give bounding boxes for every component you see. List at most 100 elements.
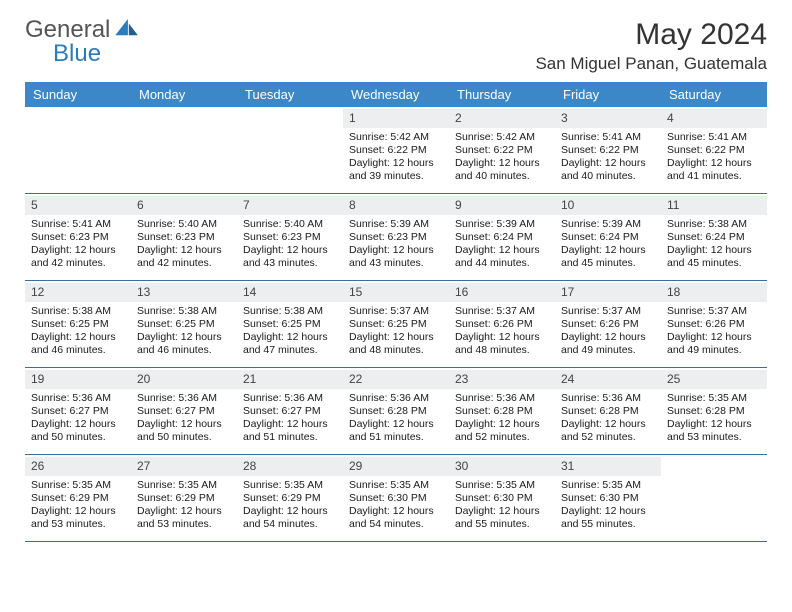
day-cell: 3 Sunrise: 5:41 AMSunset: 6:22 PMDaylight… [555, 107, 661, 193]
day-info: Sunrise: 5:35 AMSunset: 6:29 PMDaylight:… [135, 479, 233, 532]
day-info: Sunrise: 5:41 AMSunset: 6:23 PMDaylight:… [29, 218, 127, 271]
week-row: 5 Sunrise: 5:41 AMSunset: 6:23 PMDaylight… [25, 194, 767, 281]
day-info: Sunrise: 5:38 AMSunset: 6:25 PMDaylight:… [135, 305, 233, 358]
day-cell: 19 Sunrise: 5:36 AMSunset: 6:27 PMDayligh… [25, 368, 131, 454]
day-info: Sunrise: 5:38 AMSunset: 6:25 PMDaylight:… [29, 305, 127, 358]
week-row: ...1Sunrise: 5:42 AMSunset: 6:22 PMDayli… [25, 107, 767, 194]
day-number: 30 [449, 457, 555, 476]
day-cell: 22 Sunrise: 5:36 AMSunset: 6:28 PMDayligh… [343, 368, 449, 454]
day-number: 16 [449, 283, 555, 302]
day-cell: 15Sunrise: 5:37 AMSunset: 6:25 PMDayligh… [343, 281, 449, 367]
day-info: Sunrise: 5:37 AMSunset: 6:26 PMDaylight:… [559, 305, 657, 358]
day-number: 7 [237, 196, 343, 215]
day-number: 11 [661, 196, 767, 215]
day-cell: 30Sunrise: 5:35 AMSunset: 6:30 PMDayligh… [449, 455, 555, 541]
logo: GeneralBlue [25, 18, 140, 66]
title-block: May 2024 San Miguel Panan, Guatemala [535, 18, 767, 74]
day-info: Sunrise: 5:41 AMSunset: 6:22 PMDaylight:… [559, 131, 657, 184]
day-header-cell: Tuesday [237, 82, 343, 107]
page-header: GeneralBlue May 2024 San Miguel Panan, G… [25, 18, 767, 74]
day-info: Sunrise: 5:36 AMSunset: 6:27 PMDaylight:… [241, 392, 339, 445]
day-header-cell: Sunday [25, 82, 131, 107]
day-cell: 11 Sunrise: 5:38 AMSunset: 6:24 PMDayligh… [661, 194, 767, 280]
day-number: 6 [131, 196, 237, 215]
day-header-cell: Thursday [449, 82, 555, 107]
day-info: Sunrise: 5:35 AMSunset: 6:29 PMDaylight:… [241, 479, 339, 532]
day-number: 17 [555, 283, 661, 302]
day-info: Sunrise: 5:36 AMSunset: 6:28 PMDaylight:… [559, 392, 657, 445]
day-number: 28 [237, 457, 343, 476]
day-cell: 25 Sunrise: 5:35 AMSunset: 6:28 PMDayligh… [661, 368, 767, 454]
empty-cell: . [237, 107, 343, 193]
day-cell: 26 Sunrise: 5:35 AMSunset: 6:29 PMDayligh… [25, 455, 131, 541]
week-row: 12Sunrise: 5:38 AMSunset: 6:25 PMDayligh… [25, 281, 767, 368]
day-number: 12 [25, 283, 131, 302]
day-info: Sunrise: 5:36 AMSunset: 6:28 PMDaylight:… [347, 392, 445, 445]
day-info: Sunrise: 5:39 AMSunset: 6:24 PMDaylight:… [559, 218, 657, 271]
day-cell: 28 Sunrise: 5:35 AMSunset: 6:29 PMDayligh… [237, 455, 343, 541]
day-number: 25 [661, 370, 767, 389]
day-number: 18 [661, 283, 767, 302]
day-cell: 31 Sunrise: 5:35 AMSunset: 6:30 PMDayligh… [555, 455, 661, 541]
day-info: Sunrise: 5:36 AMSunset: 6:27 PMDaylight:… [135, 392, 233, 445]
day-number: 20 [131, 370, 237, 389]
day-info: Sunrise: 5:35 AMSunset: 6:30 PMDaylight:… [559, 479, 657, 532]
empty-cell: . [131, 107, 237, 193]
day-number: 31 [555, 457, 661, 476]
location: San Miguel Panan, Guatemala [535, 54, 767, 74]
day-cell: 2 Sunrise: 5:42 AMSunset: 6:22 PMDaylight… [449, 107, 555, 193]
day-number: 24 [555, 370, 661, 389]
day-info: Sunrise: 5:41 AMSunset: 6:22 PMDaylight:… [665, 131, 763, 184]
day-header-row: SundayMondayTuesdayWednesdayThursdayFrid… [25, 82, 767, 107]
day-cell: 20 Sunrise: 5:36 AMSunset: 6:27 PMDayligh… [131, 368, 237, 454]
day-cell: 9Sunrise: 5:39 AMSunset: 6:24 PMDaylight… [449, 194, 555, 280]
day-info: Sunrise: 5:38 AMSunset: 6:25 PMDaylight:… [241, 305, 339, 358]
day-number: 8 [343, 196, 449, 215]
calendar: SundayMondayTuesdayWednesdayThursdayFrid… [25, 82, 767, 542]
day-number: 19 [25, 370, 131, 389]
day-number: 26 [25, 457, 131, 476]
day-header-cell: Monday [131, 82, 237, 107]
logo-text-2: Blue [53, 40, 101, 67]
day-header-cell: Saturday [661, 82, 767, 107]
day-number: 13 [131, 283, 237, 302]
day-number: 15 [343, 283, 449, 302]
day-info: Sunrise: 5:37 AMSunset: 6:26 PMDaylight:… [665, 305, 763, 358]
day-info: Sunrise: 5:39 AMSunset: 6:23 PMDaylight:… [347, 218, 445, 271]
day-info: Sunrise: 5:42 AMSunset: 6:22 PMDaylight:… [347, 131, 445, 184]
day-number: 5 [25, 196, 131, 215]
day-number: 2 [449, 109, 555, 128]
day-cell: 21 Sunrise: 5:36 AMSunset: 6:27 PMDayligh… [237, 368, 343, 454]
day-cell: 14 Sunrise: 5:38 AMSunset: 6:25 PMDayligh… [237, 281, 343, 367]
empty-cell: . [25, 107, 131, 193]
day-cell: 27Sunrise: 5:35 AMSunset: 6:29 PMDayligh… [131, 455, 237, 541]
day-info: Sunrise: 5:36 AMSunset: 6:28 PMDaylight:… [453, 392, 551, 445]
day-header-cell: Friday [555, 82, 661, 107]
day-info: Sunrise: 5:35 AMSunset: 6:30 PMDaylight:… [347, 479, 445, 532]
day-info: Sunrise: 5:39 AMSunset: 6:24 PMDaylight:… [453, 218, 551, 271]
day-cell: 1 Sunrise: 5:42 AMSunset: 6:22 PMDaylight… [343, 107, 449, 193]
day-info: Sunrise: 5:40 AMSunset: 6:23 PMDaylight:… [135, 218, 233, 271]
day-cell: 4Sunrise: 5:41 AMSunset: 6:22 PMDaylight… [661, 107, 767, 193]
day-info: Sunrise: 5:35 AMSunset: 6:29 PMDaylight:… [29, 479, 127, 532]
day-cell: 23 Sunrise: 5:36 AMSunset: 6:28 PMDayligh… [449, 368, 555, 454]
day-number: 22 [343, 370, 449, 389]
day-number: 1 [343, 109, 449, 128]
day-number: 23 [449, 370, 555, 389]
day-number: 14 [237, 283, 343, 302]
day-number: 3 [555, 109, 661, 128]
day-cell: 13 Sunrise: 5:38 AMSunset: 6:25 PMDayligh… [131, 281, 237, 367]
day-info: Sunrise: 5:36 AMSunset: 6:27 PMDaylight:… [29, 392, 127, 445]
week-row: 19Sunrise: 5:36 AMSunset: 6:27 PMDayligh… [25, 368, 767, 455]
day-info: Sunrise: 5:42 AMSunset: 6:22 PMDaylight:… [453, 131, 551, 184]
day-cell: 5 Sunrise: 5:41 AMSunset: 6:23 PMDaylight… [25, 194, 131, 280]
day-number: 29 [343, 457, 449, 476]
day-info: Sunrise: 5:35 AMSunset: 6:28 PMDaylight:… [665, 392, 763, 445]
day-number: 21 [237, 370, 343, 389]
day-info: Sunrise: 5:38 AMSunset: 6:24 PMDaylight:… [665, 218, 763, 271]
day-cell: 8 Sunrise: 5:39 AMSunset: 6:23 PMDaylight… [343, 194, 449, 280]
day-info: Sunrise: 5:40 AMSunset: 6:23 PMDaylight:… [241, 218, 339, 271]
empty-cell: . [661, 455, 767, 541]
day-number: 10 [555, 196, 661, 215]
day-header-cell: Wednesday [343, 82, 449, 107]
